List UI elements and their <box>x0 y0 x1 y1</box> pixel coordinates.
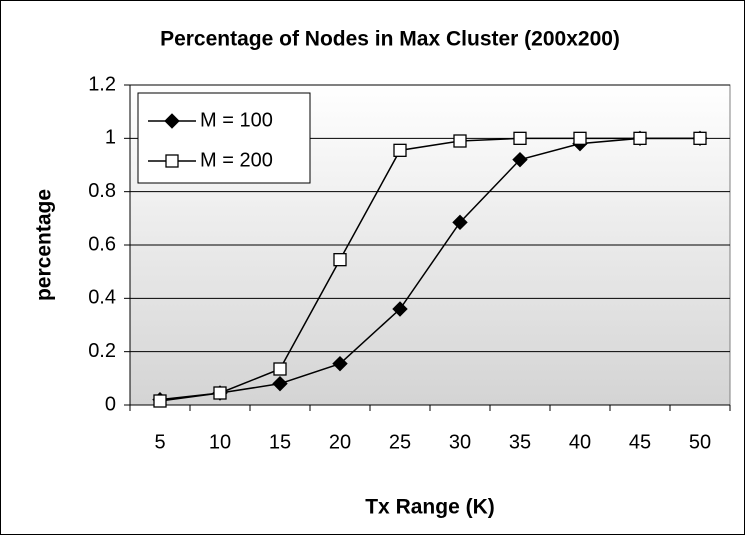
marker <box>392 301 408 317</box>
x-tick-label: 45 <box>629 431 651 453</box>
legend-label: M = 100 <box>200 109 273 131</box>
x-tick-label: 20 <box>329 431 351 453</box>
marker <box>693 131 707 145</box>
marker <box>393 143 407 157</box>
x-tick-label: 15 <box>269 431 291 453</box>
x-tick-label: 35 <box>509 431 531 453</box>
x-tick-label: 50 <box>689 431 711 453</box>
chart-title: Percentage of Nodes in Max Cluster (200x… <box>160 28 620 51</box>
marker <box>633 131 647 145</box>
x-tick-label: 10 <box>209 431 231 453</box>
series-line <box>159 137 700 402</box>
y-tick-label: 0.4 <box>88 287 116 309</box>
series-line <box>159 137 700 401</box>
x-tick-label: 25 <box>389 431 411 453</box>
marker <box>333 253 347 267</box>
y-tick-label: 0.8 <box>88 180 116 202</box>
y-tick-label: 1 <box>105 127 116 149</box>
y-tick-label: 0.2 <box>88 340 116 362</box>
legend-box <box>137 92 311 184</box>
marker <box>272 375 288 392</box>
marker <box>332 355 348 372</box>
marker <box>513 131 527 145</box>
marker <box>573 131 587 145</box>
y-tick-label: 0 <box>105 393 116 415</box>
x-axis-title: Tx Range (K) <box>365 496 495 519</box>
marker <box>213 386 227 400</box>
marker <box>512 151 528 168</box>
marker <box>164 113 180 129</box>
marker <box>273 362 287 376</box>
x-tick-label: 40 <box>569 431 591 453</box>
marker <box>165 154 179 168</box>
x-tick-label: 30 <box>449 431 471 453</box>
y-axis-title: percentage <box>33 189 56 301</box>
y-tick-label: 0.6 <box>88 233 116 255</box>
marker <box>453 134 467 148</box>
x-tick-label: 5 <box>154 431 165 453</box>
legend-label: M = 200 <box>200 149 273 171</box>
marker <box>452 214 468 231</box>
y-tick-label: 1.2 <box>88 73 116 95</box>
marker <box>153 394 167 408</box>
